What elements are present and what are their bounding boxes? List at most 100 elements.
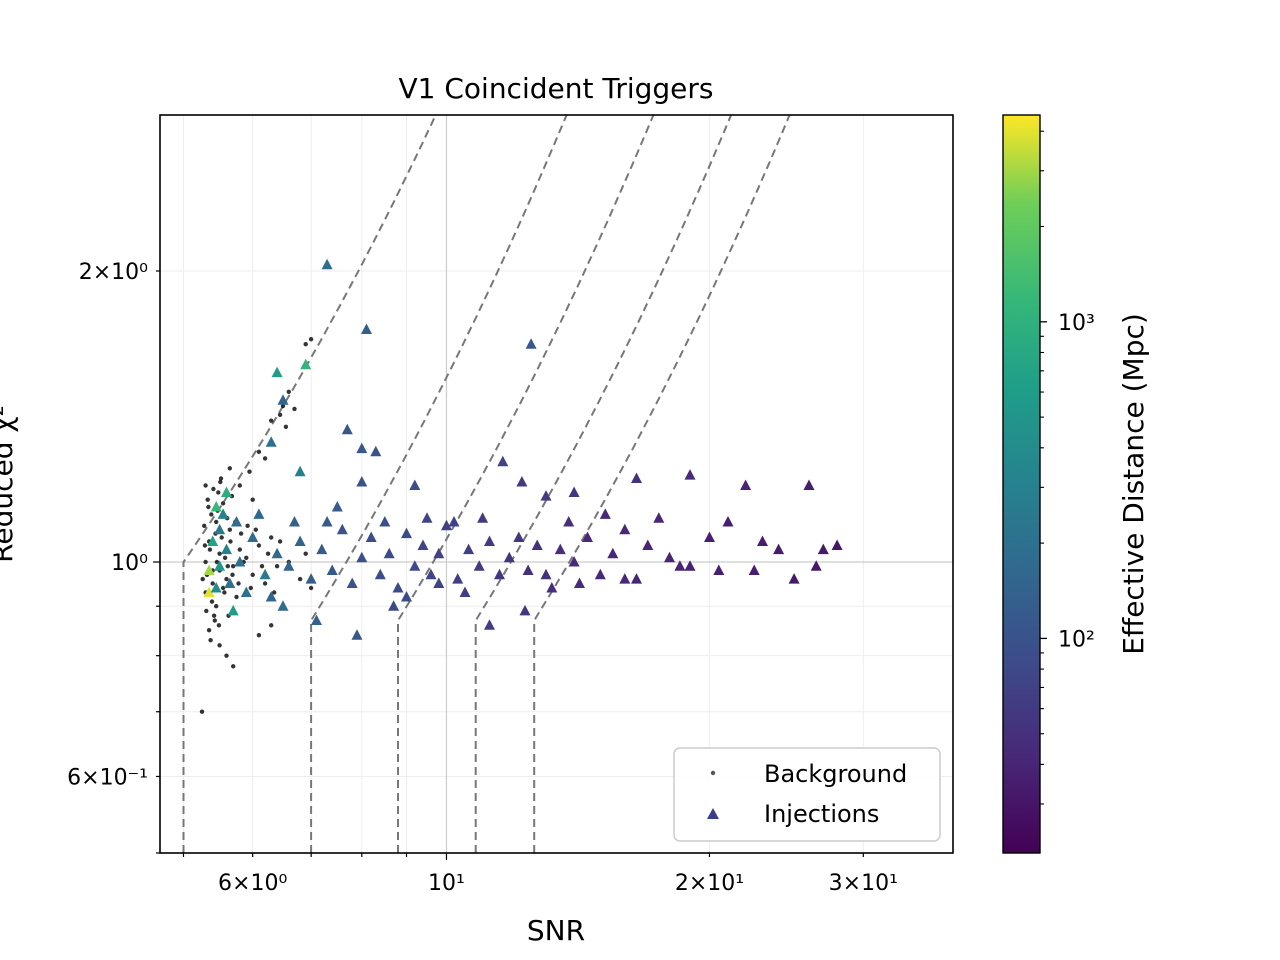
background-point: [216, 490, 221, 495]
injection-point: [574, 577, 585, 588]
background-point: [231, 564, 236, 569]
background-point: [244, 555, 249, 560]
injection-point: [271, 547, 283, 559]
injection-point: [817, 543, 829, 555]
background-point: [217, 643, 222, 648]
background-point: [211, 613, 217, 618]
injection-point: [631, 573, 642, 584]
background-point: [210, 581, 215, 586]
injection-point: [417, 539, 429, 550]
legend-background-label: Background: [764, 760, 907, 788]
injection-point: [631, 472, 642, 483]
injection-point: [289, 516, 300, 527]
injection-point: [773, 543, 785, 555]
injection-point: [361, 323, 372, 334]
background-point: [203, 559, 208, 565]
background-point: [277, 539, 283, 544]
background-point: [207, 547, 213, 552]
injection-point: [283, 560, 295, 571]
plot-frame: [159, 114, 954, 854]
injection-point: [684, 469, 696, 480]
injection-point: [379, 516, 391, 527]
background-point: [236, 581, 241, 586]
background-point: [206, 504, 211, 510]
background-point: [256, 543, 262, 548]
background-point: [214, 604, 219, 609]
colorbar-ticks: 10² 10³: [1040, 130, 1095, 805]
injection-point: [653, 512, 665, 523]
colorbar-gradient: [1002, 114, 1041, 854]
injection-point: [326, 564, 338, 575]
background-point: [219, 535, 224, 540]
x-axis-ticks: 6×10⁰ 10¹ 2×10¹ 3×10¹: [182, 853, 898, 896]
injection-point: [409, 560, 421, 571]
injection-point: [425, 568, 437, 580]
injection-point: [473, 560, 485, 571]
injection-point: [563, 516, 575, 527]
injection-point: [516, 476, 528, 487]
injection-point: [294, 465, 306, 477]
injection-point: [210, 501, 222, 512]
injection-point: [568, 486, 580, 497]
injection-point: [300, 358, 312, 370]
injection-point: [321, 516, 333, 527]
injection-point: [374, 568, 386, 580]
grid-lines: [160, 115, 953, 854]
injection-point: [619, 573, 631, 584]
injection-point: [388, 600, 400, 611]
injection-point: [522, 564, 534, 575]
injection-point: [433, 547, 445, 559]
y-axis-ticks: 6×10⁻¹ 10⁰ 2×10⁰: [67, 260, 160, 854]
injection-point: [519, 604, 531, 616]
injection-point: [341, 423, 353, 435]
background-point: [269, 535, 274, 540]
legend-background-marker: [710, 770, 716, 776]
background-point: [286, 389, 291, 394]
injection-point: [463, 543, 475, 555]
injection-point: [401, 591, 412, 602]
background-point: [216, 623, 222, 628]
injection-point: [253, 508, 265, 519]
injection-point: [231, 516, 242, 527]
background-point: [269, 623, 274, 628]
background-point: [222, 555, 228, 560]
injection-point: [383, 547, 395, 559]
injection-point: [503, 551, 515, 563]
injection-point: [409, 479, 421, 490]
background-point: [214, 559, 220, 565]
legend: Background Injections: [673, 747, 941, 842]
injection-point: [484, 619, 495, 630]
injection-point: [214, 523, 226, 535]
x-tick-label: 3×10¹: [829, 871, 898, 896]
background-point: [218, 479, 223, 485]
background-point: [265, 551, 271, 556]
background-point: [227, 466, 232, 471]
background-point: [308, 337, 314, 342]
injection-point: [674, 560, 686, 571]
injection-point: [265, 591, 277, 602]
background-point: [250, 497, 255, 502]
background-point: [292, 406, 297, 412]
background-point: [274, 564, 280, 569]
injection-point: [217, 508, 229, 519]
injection-point: [831, 539, 843, 550]
background-point: [238, 531, 244, 536]
injection-point: [203, 586, 215, 597]
background-point: [303, 342, 308, 347]
injection-point: [356, 476, 368, 487]
background-point: [220, 585, 226, 591]
x-tick-label: 6×10⁰: [218, 871, 287, 896]
injection-point: [294, 535, 306, 546]
injection-point: [247, 531, 259, 542]
background-point: [218, 476, 224, 481]
x-axis-label: SNR: [527, 914, 585, 947]
background-point: [256, 633, 262, 638]
y-tick-label: 2×10⁰: [79, 260, 148, 285]
contour-line: [474, 115, 733, 853]
injection-point: [722, 516, 734, 527]
background-point: [262, 581, 268, 586]
background-point: [228, 539, 233, 544]
background-point: [269, 418, 274, 423]
injection-point: [607, 547, 619, 559]
